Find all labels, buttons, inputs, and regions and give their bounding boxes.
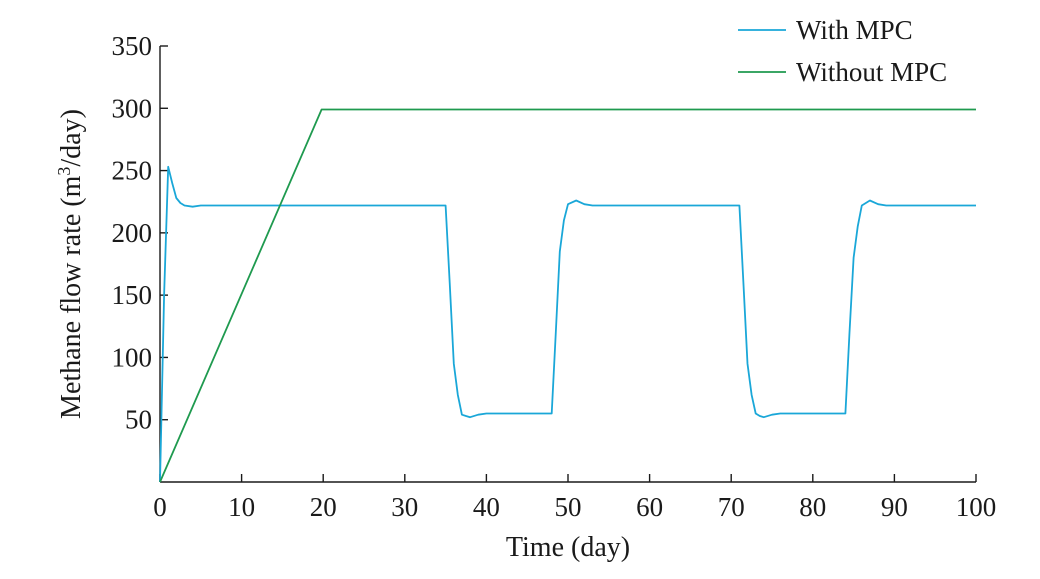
x-tick-label: 70 [718, 492, 745, 522]
x-tick-label: 30 [391, 492, 418, 522]
y-axis-label-suffix: /day) [56, 109, 87, 167]
series-lines [159, 108, 976, 483]
x-tick-label: 0 [153, 492, 167, 522]
y-axis-label: Methane flow rate (m3/day) [54, 109, 87, 419]
x-tick-label: 80 [799, 492, 826, 522]
y-tick-label: 300 [112, 93, 153, 123]
y-tick-label: 150 [112, 280, 153, 310]
legend: With MPC Without MPC [738, 15, 947, 87]
y-ticks: 50 100 150 200 250 300 350 [112, 31, 168, 435]
legend-label: With MPC [796, 15, 913, 45]
x-tick-label: 90 [881, 492, 908, 522]
series-line-with-mpc [159, 165, 976, 483]
y-tick-label: 50 [125, 405, 152, 435]
x-tick-label: 10 [228, 492, 255, 522]
x-tick-label: 20 [310, 492, 337, 522]
x-tick-label: 40 [473, 492, 500, 522]
x-tick-label: 60 [636, 492, 663, 522]
y-tick-label: 250 [112, 156, 153, 186]
legend-label: Without MPC [796, 57, 947, 87]
series-line-without-mpc [159, 108, 976, 483]
x-tick-label: 100 [956, 492, 997, 522]
y-axis-label-superscript: 3 [54, 167, 74, 176]
y-tick-label: 100 [112, 342, 153, 372]
y-tick-label: 200 [112, 218, 153, 248]
x-tick-label: 50 [555, 492, 582, 522]
x-ticks: 0 10 20 30 40 50 60 70 80 90 100 [153, 474, 996, 522]
x-axis-label: Time (day) [506, 532, 630, 563]
y-tick-label: 350 [112, 31, 153, 61]
y-axis-label-prefix: Methane flow rate (m [56, 175, 87, 419]
